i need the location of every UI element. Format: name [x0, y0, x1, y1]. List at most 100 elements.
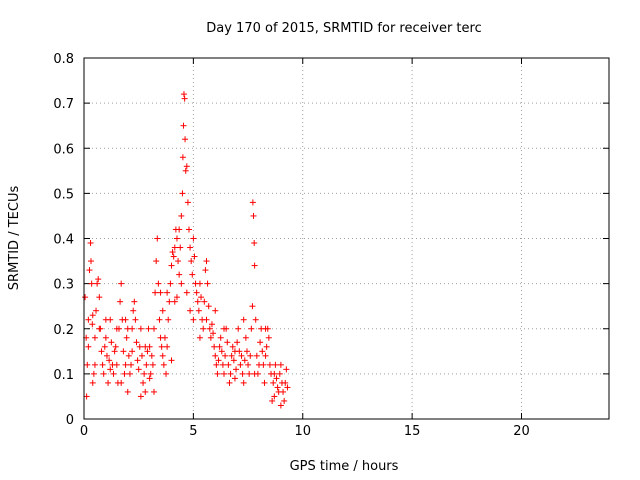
y-tick-label: 0.4 [53, 233, 74, 248]
data-point [269, 397, 276, 404]
y-tick-label: 0.7 [53, 97, 74, 112]
data-point [203, 258, 210, 265]
data-point [132, 316, 139, 323]
x-axis-label: GPS time / hours [290, 459, 399, 474]
x-tick-label: 15 [404, 424, 421, 439]
data-point [122, 316, 129, 323]
data-point [88, 280, 95, 287]
data-point [82, 294, 89, 301]
y-tick-label: 0.3 [53, 278, 74, 293]
data-point [198, 294, 205, 301]
data-point [222, 352, 229, 359]
y-tick-label: 0.1 [53, 368, 74, 383]
data-point [262, 352, 269, 359]
data-point [96, 294, 103, 301]
data-point [99, 361, 106, 368]
data-point [173, 235, 180, 242]
data-point [137, 325, 144, 332]
data-point [151, 325, 157, 332]
data-point [271, 393, 278, 400]
data-point [105, 379, 112, 386]
data-point [171, 298, 178, 305]
data-point [96, 325, 103, 332]
data-point [202, 267, 209, 274]
data-point [215, 357, 222, 364]
data-point [121, 370, 128, 377]
data-point [188, 258, 195, 265]
data-point [191, 253, 198, 260]
data-point [207, 334, 214, 341]
data-point [253, 352, 260, 359]
data-point [257, 339, 264, 346]
data-point [133, 339, 140, 346]
y-axis-label: SRMTID / TECUs [7, 186, 22, 291]
data-point [169, 249, 176, 256]
data-point [142, 343, 149, 350]
data-point [147, 370, 154, 377]
y-tick-label: 0.5 [53, 187, 74, 202]
data-point [111, 348, 118, 355]
data-point [282, 379, 289, 386]
data-point [210, 330, 217, 337]
data-point [230, 357, 237, 364]
data-point [144, 348, 151, 355]
data-point [276, 370, 283, 377]
data-point [218, 348, 225, 355]
data-point [251, 262, 258, 269]
data-point [170, 253, 177, 260]
data-point [152, 289, 159, 296]
data-point [128, 361, 135, 368]
data-point [159, 352, 166, 359]
data-point [178, 212, 185, 219]
data-point [272, 361, 279, 368]
data-point [200, 325, 207, 332]
data-point [205, 303, 212, 310]
data-point [140, 379, 147, 386]
data-point [137, 393, 144, 400]
data-point [126, 370, 133, 377]
data-point [157, 289, 164, 296]
data-point [177, 244, 184, 251]
data-point [227, 370, 234, 377]
data-point [93, 307, 100, 314]
y-tick-label: 0.2 [53, 323, 74, 338]
data-point [98, 348, 105, 355]
data-point [224, 339, 231, 346]
data-point [155, 280, 162, 287]
data-point [274, 384, 281, 391]
data-point [239, 370, 246, 377]
data-point [247, 352, 254, 359]
data-point [240, 379, 247, 386]
data-point [156, 316, 163, 323]
data-point [143, 361, 150, 368]
data-point [123, 334, 130, 341]
tick-labels: 0 5 10 15 20 0 0.1 0.2 0.3 0.4 0.5 0.6 0.7 0.8 [53, 52, 529, 439]
x-tick-label: 0 [80, 424, 88, 439]
data-point [107, 366, 114, 373]
data-point [118, 280, 125, 287]
data-point [249, 303, 256, 310]
data-point [180, 122, 187, 129]
data-point [248, 325, 255, 332]
data-point [117, 298, 124, 305]
data-point [195, 307, 202, 314]
data-point [161, 334, 168, 341]
data-point [235, 325, 242, 332]
data-point [164, 343, 171, 350]
data-point [263, 343, 270, 350]
data-point [203, 316, 210, 323]
data-point [90, 370, 97, 377]
data-point [168, 262, 175, 269]
data-point [213, 361, 220, 368]
data-point [89, 321, 96, 328]
data-point [100, 370, 107, 377]
data-point [112, 343, 119, 350]
data-point [179, 154, 186, 161]
data-point [89, 312, 96, 319]
data-point [214, 370, 221, 377]
data-point [118, 379, 125, 386]
data-point [145, 325, 152, 332]
data-point [226, 379, 233, 386]
data-point [153, 258, 160, 265]
data-point [249, 199, 256, 206]
